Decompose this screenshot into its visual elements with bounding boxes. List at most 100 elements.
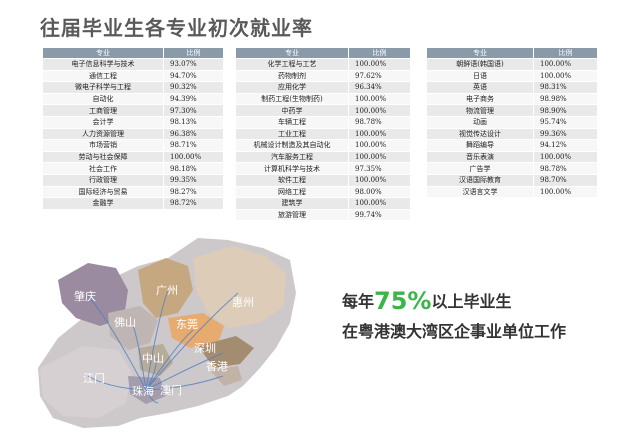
major-name-cell: 物流管理 <box>426 104 534 117</box>
table-row: 化学工程与工艺 100.00% <box>235 58 411 71</box>
employment-rate-cell: 100.00% <box>348 104 411 117</box>
city-label-dongguan: 东莞 <box>176 318 198 331</box>
column-header-ratio: 比例 <box>533 47 598 59</box>
table-row: 工商管理 97.30% <box>42 104 224 117</box>
employment-rate-cell: 96.38% <box>163 127 224 141</box>
employment-rate-cell: 99.74% <box>348 208 411 222</box>
table-row: 建筑学 100.00% <box>235 197 411 210</box>
employment-rate-table-3: 专业 比例 朝鲜语(韩国语) 100.00% 日语 100.00% 英语 98.31% 电子… <box>426 47 598 199</box>
employment-rate-cell: 100.00% <box>533 185 598 199</box>
employment-rate-table-2: 专业 比例 化学工程与工艺 100.00% 药物制剂 97.62% 应用化学 96.34%… <box>235 47 411 222</box>
major-name-cell: 行政管理 <box>42 173 164 187</box>
table-row: 计算机科学与技术 97.35% <box>235 162 411 175</box>
major-name-cell: 车辆工程 <box>235 115 349 129</box>
table-row: 药物制剂 97.62% <box>235 69 411 83</box>
table-row: 车辆工程 98.78% <box>235 115 411 129</box>
major-name-cell: 工商管理 <box>42 104 164 117</box>
employment-rate-cell: 96.34% <box>348 81 411 94</box>
map-region-huizhou <box>193 246 286 328</box>
table-row: 广告学 98.78% <box>426 162 598 175</box>
table-row: 视觉传达设计 99.36% <box>426 127 598 141</box>
major-name-cell: 网络工程 <box>235 185 349 199</box>
map-region-hongkong <box>210 366 242 386</box>
map-region-jiangmen <box>40 346 132 418</box>
table-row: 英语 98.31% <box>426 81 598 94</box>
map-region-zhaoqing <box>58 263 128 326</box>
caption-prefix: 每年 <box>342 292 375 311</box>
employment-rate-cell: 94.12% <box>533 139 598 152</box>
map-region-dongguan <box>168 313 224 348</box>
table-row: 制药工程(生物制药) 100.00% <box>235 92 411 106</box>
employment-rate-cell: 98.18% <box>163 162 224 175</box>
major-name-cell: 电子信息科学与技术 <box>42 58 164 71</box>
major-name-cell: 日语 <box>426 69 534 83</box>
major-name-cell: 动画 <box>426 115 534 129</box>
table-row: 电子商务 98.98% <box>426 92 598 106</box>
major-name-cell: 计算机科学与技术 <box>235 162 349 175</box>
column-header-major: 专业 <box>42 47 164 59</box>
employment-rate-cell: 100.00% <box>348 127 411 141</box>
employment-rate-cell: 98.31% <box>533 81 598 94</box>
major-name-cell: 朝鲜语(韩国语) <box>426 58 534 71</box>
column-header-ratio: 比例 <box>348 47 411 59</box>
table-row: 劳动与社会保障 100.00% <box>42 150 224 164</box>
table-row: 会计学 98.13% <box>42 115 224 129</box>
major-name-cell: 音乐表演 <box>426 150 534 164</box>
major-name-cell: 机械设计制造及其自动化 <box>235 139 349 152</box>
employment-rate-cell: 93.07% <box>163 58 224 71</box>
city-label-zhaoqing: 肇庆 <box>74 289 96 303</box>
major-name-cell: 英语 <box>426 81 534 94</box>
major-name-cell: 工业工程 <box>235 127 349 141</box>
major-name-cell: 国际经济与贸易 <box>42 185 164 199</box>
major-name-cell: 市场营销 <box>42 139 164 152</box>
table-row: 金融学 98.72% <box>42 197 224 210</box>
employment-rate-cell: 99.36% <box>533 127 598 141</box>
employment-rate-cell: 100.00% <box>533 69 598 83</box>
table-row: 社会工作 98.18% <box>42 162 224 175</box>
caption-line-1: 每年75%以上毕业生 <box>342 287 511 315</box>
employment-rate-cell: 98.72% <box>163 197 224 210</box>
major-name-cell: 视觉传达设计 <box>426 127 534 141</box>
employment-rate-cell: 95.74% <box>533 115 598 129</box>
employment-rate-cell: 98.78% <box>533 162 598 175</box>
city-label-foshan: 佛山 <box>114 316 136 329</box>
major-name-cell: 金融学 <box>42 197 164 210</box>
employment-rate-cell: 98.00% <box>348 185 411 199</box>
caption-suffix: 以上毕业生 <box>431 292 512 311</box>
table-row: 日语 100.00% <box>426 69 598 83</box>
table-row: 人力资源管理 96.38% <box>42 127 224 141</box>
employment-rate-cell: 99.35% <box>163 173 224 187</box>
employment-rate-cell: 100.00% <box>533 150 598 164</box>
employment-rate-cell: 98.78% <box>348 115 411 129</box>
column-header-ratio: 比例 <box>163 47 224 59</box>
major-name-cell: 电子商务 <box>426 92 534 106</box>
employment-rate-cell: 97.30% <box>163 104 224 117</box>
employment-rate-cell: 90.32% <box>163 81 224 94</box>
employment-rate-cell: 100.00% <box>163 150 224 164</box>
major-name-cell: 药物制剂 <box>235 69 349 83</box>
column-header-major: 专业 <box>235 47 349 59</box>
employment-rate-cell: 98.70% <box>533 173 598 187</box>
major-name-cell: 社会工作 <box>42 162 164 175</box>
major-name-cell: 舞蹈编导 <box>426 139 534 152</box>
employment-rate-cell: 98.71% <box>163 139 224 152</box>
table-row: 舞蹈编导 94.12% <box>426 139 598 152</box>
major-name-cell: 人力资源管理 <box>42 127 164 141</box>
city-label-zhongshan: 中山 <box>142 352 164 365</box>
table-row: 汽车服务工程 100.00% <box>235 150 411 164</box>
city-label-zhuhai: 珠海 <box>132 384 154 398</box>
major-name-cell: 通信工程 <box>42 69 164 83</box>
table-row: 市场营销 98.71% <box>42 139 224 152</box>
table-row: 行政管理 99.35% <box>42 173 224 187</box>
major-name-cell: 劳动与社会保障 <box>42 150 164 164</box>
employment-rate-cell: 100.00% <box>348 58 411 71</box>
major-name-cell: 汽车服务工程 <box>235 150 349 164</box>
employment-rate-cell: 98.90% <box>533 104 598 117</box>
major-name-cell: 应用化学 <box>235 81 349 94</box>
employment-rate-cell: 94.70% <box>163 69 224 83</box>
employment-rate-cell: 100.00% <box>348 173 411 187</box>
major-name-cell: 软件工程 <box>235 173 349 187</box>
major-name-cell: 会计学 <box>42 115 164 129</box>
major-name-cell: 微电子科学与工程 <box>42 81 164 94</box>
page-title: 往届毕业生各专业初次就业率 <box>40 16 313 40</box>
